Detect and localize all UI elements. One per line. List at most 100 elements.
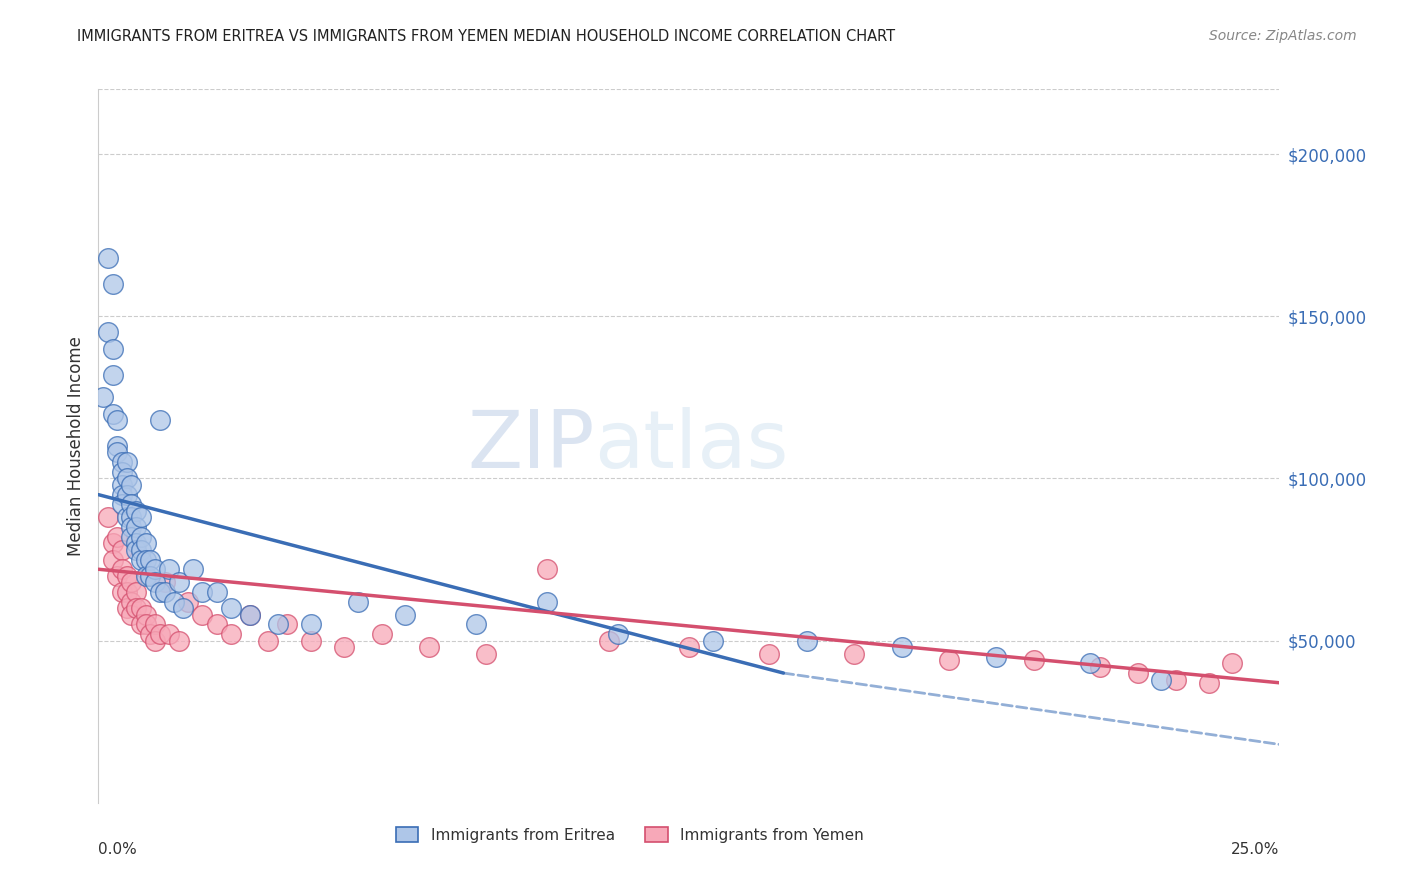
Point — [111, 488, 134, 502]
Point — [177, 595, 200, 609]
Point — [219, 601, 242, 615]
Point — [475, 647, 498, 661]
Point — [1150, 673, 1173, 687]
Text: atlas: atlas — [595, 407, 789, 485]
Point — [890, 640, 912, 654]
Point — [125, 520, 148, 534]
Point — [105, 445, 128, 459]
Point — [121, 575, 143, 590]
Point — [121, 530, 143, 544]
Point — [111, 455, 134, 469]
Point — [1080, 657, 1102, 671]
Point — [105, 413, 128, 427]
Point — [205, 617, 228, 632]
Point — [115, 488, 138, 502]
Point — [105, 568, 128, 582]
Point — [101, 368, 124, 382]
Point — [111, 542, 134, 557]
Point — [191, 607, 214, 622]
Point — [347, 595, 370, 609]
Point — [115, 455, 138, 469]
Point — [111, 562, 134, 576]
Point — [125, 542, 148, 557]
Point — [97, 326, 120, 340]
Point — [702, 633, 724, 648]
Point — [135, 617, 157, 632]
Point — [101, 536, 124, 550]
Point — [536, 562, 558, 576]
Point — [191, 585, 214, 599]
Point — [97, 251, 120, 265]
Point — [1088, 659, 1111, 673]
Legend: Immigrants from Eritrea, Immigrants from Yemen: Immigrants from Eritrea, Immigrants from… — [389, 821, 870, 848]
Point — [105, 530, 128, 544]
Point — [101, 552, 124, 566]
Point — [129, 530, 152, 544]
Point — [153, 575, 176, 590]
Text: 0.0%: 0.0% — [98, 842, 138, 857]
Point — [167, 575, 190, 590]
Point — [115, 471, 138, 485]
Y-axis label: Median Household Income: Median Household Income — [66, 336, 84, 556]
Point — [758, 647, 780, 661]
Point — [143, 633, 166, 648]
Point — [239, 607, 262, 622]
Point — [101, 277, 124, 291]
Point — [149, 627, 172, 641]
Point — [418, 640, 440, 654]
Point — [139, 627, 162, 641]
Point — [257, 633, 280, 648]
Point — [205, 585, 228, 599]
Point — [105, 439, 128, 453]
Point — [157, 562, 180, 576]
Point — [938, 653, 960, 667]
Point — [143, 617, 166, 632]
Point — [129, 552, 152, 566]
Point — [149, 413, 172, 427]
Point — [115, 568, 138, 582]
Point — [157, 627, 180, 641]
Point — [844, 647, 866, 661]
Point — [1198, 675, 1220, 690]
Point — [125, 585, 148, 599]
Point — [121, 497, 143, 511]
Point — [678, 640, 700, 654]
Point — [1022, 653, 1045, 667]
Point — [101, 407, 124, 421]
Point — [115, 601, 138, 615]
Point — [371, 627, 394, 641]
Point — [129, 601, 152, 615]
Point — [125, 536, 148, 550]
Point — [1220, 657, 1243, 671]
Point — [172, 601, 194, 615]
Point — [299, 633, 322, 648]
Point — [984, 649, 1007, 664]
Point — [121, 510, 143, 524]
Point — [115, 510, 138, 524]
Text: IMMIGRANTS FROM ERITREA VS IMMIGRANTS FROM YEMEN MEDIAN HOUSEHOLD INCOME CORRELA: IMMIGRANTS FROM ERITREA VS IMMIGRANTS FR… — [77, 29, 896, 44]
Point — [135, 607, 157, 622]
Point — [121, 478, 143, 492]
Point — [598, 633, 620, 648]
Point — [135, 552, 157, 566]
Point — [91, 390, 114, 404]
Text: 25.0%: 25.0% — [1232, 842, 1279, 857]
Point — [299, 617, 322, 632]
Point — [135, 568, 157, 582]
Point — [239, 607, 262, 622]
Point — [181, 562, 204, 576]
Point — [607, 627, 630, 641]
Point — [1126, 666, 1149, 681]
Point — [276, 617, 298, 632]
Point — [143, 575, 166, 590]
Point — [125, 601, 148, 615]
Point — [267, 617, 290, 632]
Text: Source: ZipAtlas.com: Source: ZipAtlas.com — [1209, 29, 1357, 43]
Point — [167, 633, 190, 648]
Point — [153, 585, 176, 599]
Point — [121, 607, 143, 622]
Point — [129, 542, 152, 557]
Point — [111, 465, 134, 479]
Point — [121, 520, 143, 534]
Point — [121, 595, 143, 609]
